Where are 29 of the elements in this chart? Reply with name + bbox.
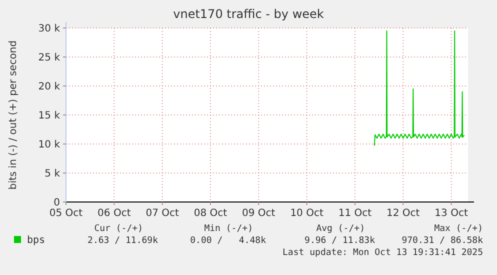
x-tick-label: 10 Oct bbox=[290, 208, 324, 219]
text: Cur (-/+) bbox=[94, 224, 143, 234]
x-tick-label: 05 Oct bbox=[49, 208, 83, 219]
chart-title: vnet170 traffic - by week bbox=[173, 7, 324, 21]
y-tick-label: 5 k bbox=[44, 168, 60, 180]
text: Last update: Mon Oct 13 19:31:41 2025 bbox=[282, 248, 483, 258]
x-tick-label: 13 Oct bbox=[434, 208, 468, 219]
y-tick-label: 0 bbox=[54, 198, 60, 208]
text: 970.31 / 86.58k bbox=[402, 236, 484, 246]
x-tick-label: 09 Oct bbox=[242, 208, 276, 219]
y-axis-title: bits in (-) / out (+) per second bbox=[8, 40, 19, 190]
x-tick-label: 08 Oct bbox=[194, 208, 228, 219]
y-tick-label: 25 k bbox=[38, 52, 60, 64]
text: 9.96 / 11.83k bbox=[304, 236, 376, 246]
x-tick-label: 12 Oct bbox=[386, 208, 420, 219]
x-tick-label: 06 Oct bbox=[98, 208, 131, 219]
text: Avg (-/+) bbox=[316, 224, 365, 234]
y-tick-label: 20 k bbox=[38, 82, 60, 92]
y-tick-label: 30 k bbox=[38, 24, 60, 34]
y-tick-label: 15 k bbox=[38, 110, 60, 122]
text: 0.00 / 4.48k bbox=[190, 236, 267, 246]
x-tick-label: 07 Oct bbox=[146, 208, 179, 219]
text: Min (-/+) bbox=[204, 224, 253, 234]
x-tick-label: 11 Oct bbox=[338, 208, 372, 219]
line-series bbox=[374, 30, 465, 146]
text: Max (-/+) bbox=[434, 224, 483, 234]
text: 2.63 / 11.69k bbox=[88, 236, 159, 246]
legend-label: bps bbox=[27, 235, 46, 246]
y-tick-label: 10 k bbox=[38, 140, 60, 150]
